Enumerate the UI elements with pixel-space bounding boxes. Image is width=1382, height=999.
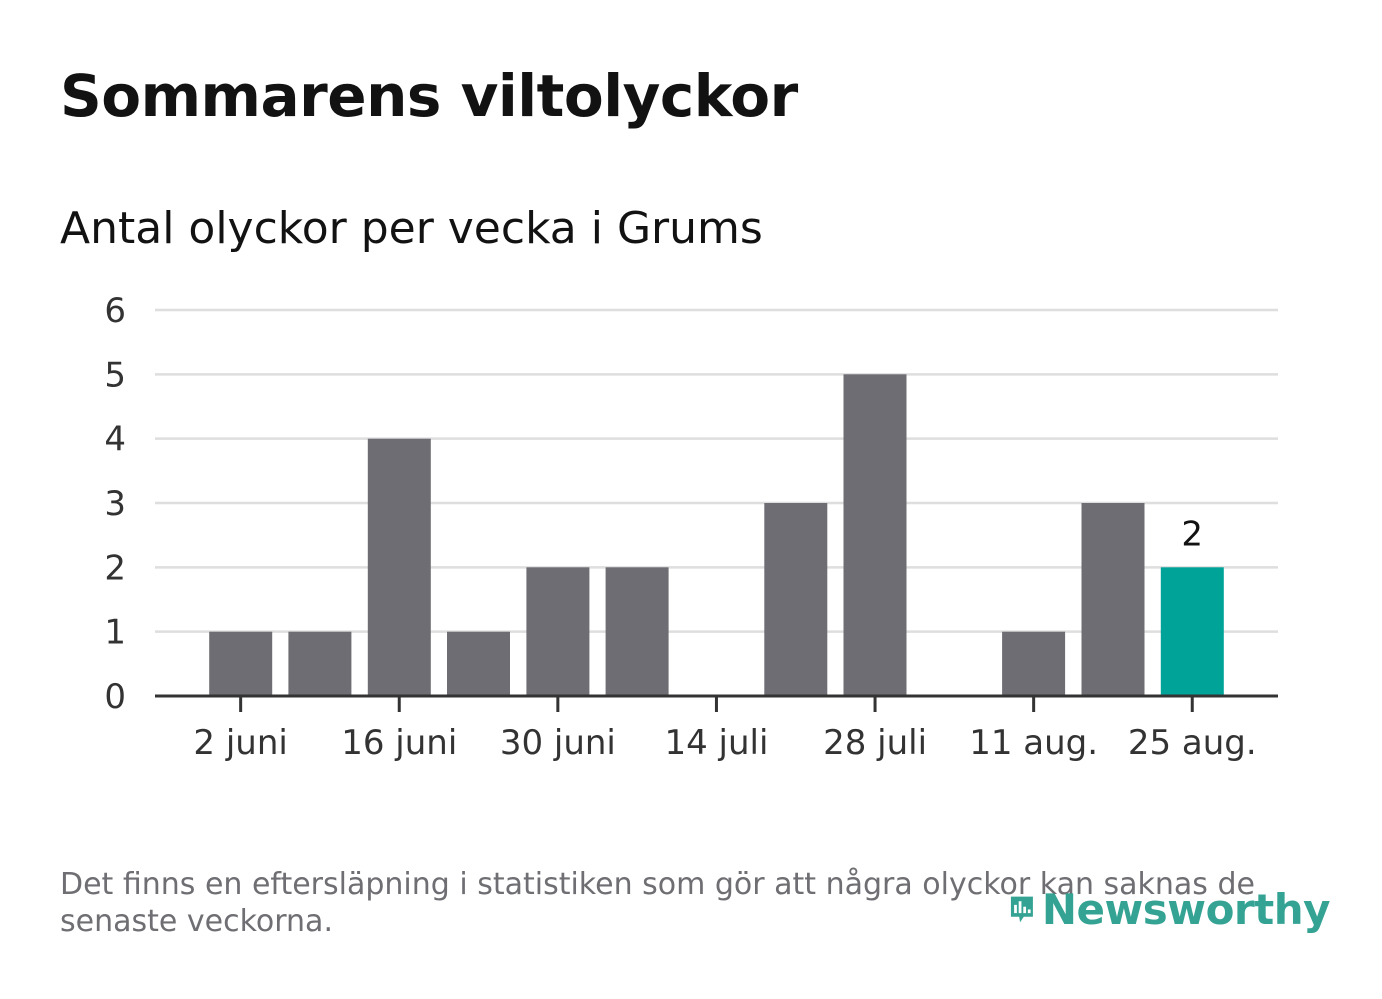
bar-18-aug- — [1081, 503, 1145, 696]
footnote: Det finns en eftersläpning i statistiken… — [60, 867, 1255, 939]
y-tick-label: 5 — [104, 355, 126, 395]
bar-21-juli — [764, 503, 828, 696]
x-tick-label: 30 juni — [500, 723, 616, 763]
chart-subtitle: Antal olyckor per vecka i Grums — [60, 203, 763, 254]
bar-9-juni — [288, 631, 352, 696]
bar-chart: 0 1 2 3 4 5 6 2 juni 16 juni 30 juni 14 juli 28 jul… — [104, 291, 1278, 763]
chart-title: Sommarens viltolyckor — [60, 62, 798, 130]
newsworthy-logo-text: Newsworthy — [1041, 884, 1331, 934]
x-tick-label: 28 juli — [823, 723, 927, 763]
bar-28-juli — [843, 374, 907, 696]
x-tick-label: 25 aug. — [1128, 723, 1257, 763]
axes — [155, 694, 1278, 712]
bar-23-juni — [447, 631, 510, 696]
newsworthy-logo[interactable]: Newsworthy — [1010, 876, 1331, 942]
bar-7-juli — [605, 567, 669, 696]
y-tick-label: 2 — [104, 548, 126, 588]
bar-2-juni — [209, 631, 273, 696]
x-tick-label: 2 juni — [193, 723, 287, 763]
x-tick-label: 16 juni — [341, 723, 457, 763]
y-tick-label: 6 — [104, 291, 126, 331]
bars — [209, 374, 1224, 696]
y-tick-label: 3 — [104, 484, 126, 524]
y-tick-label: 4 — [104, 420, 126, 460]
bar-11-aug- — [1002, 631, 1066, 696]
y-tick-label: 1 — [104, 613, 126, 653]
bar-25-aug- — [1160, 567, 1224, 696]
bar-30-juni — [526, 567, 590, 696]
y-tick-label: 0 — [104, 677, 126, 717]
x-tick-label: 11 aug. — [969, 723, 1098, 763]
newsworthy-logo-icon — [1010, 896, 1033, 923]
data-label: 2 — [1181, 514, 1203, 554]
x-tick-label: 14 juli — [664, 723, 768, 763]
bar-16-juni — [367, 438, 431, 696]
labels: 0 1 2 3 4 5 6 2 juni 16 juni 30 juni 14 juli 28 jul… — [104, 291, 1256, 763]
